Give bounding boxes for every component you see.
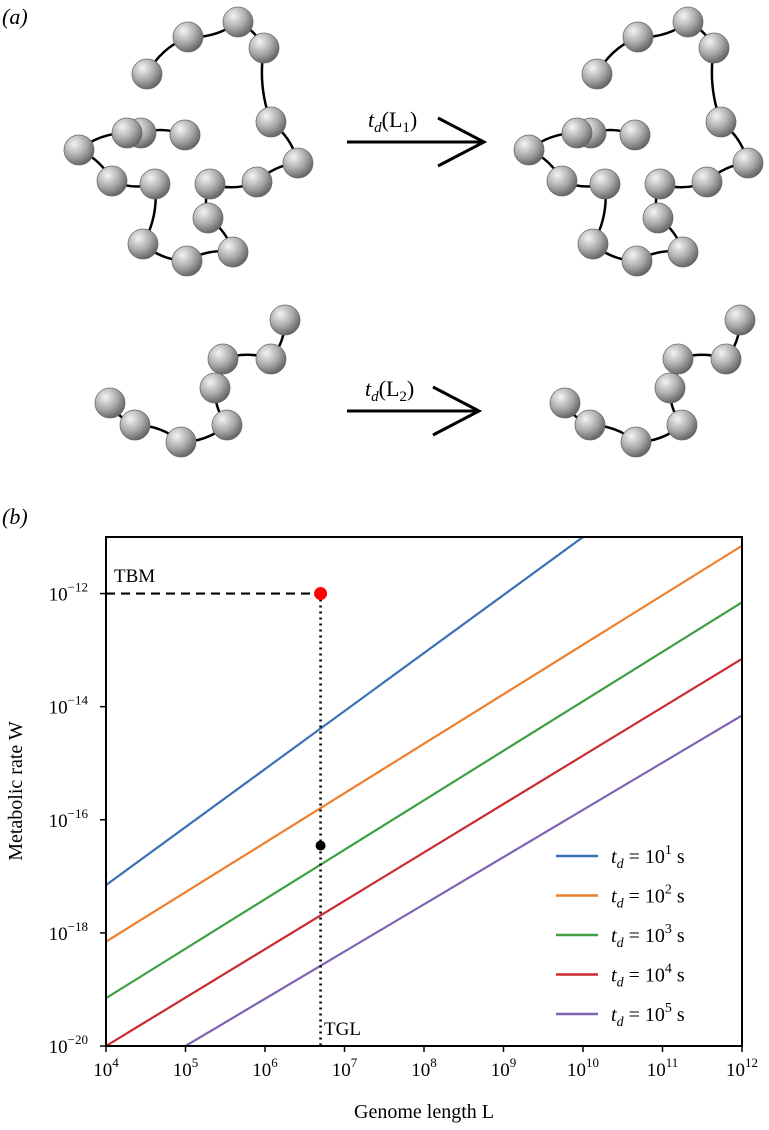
polymer-illustrations <box>63 6 764 458</box>
polymer-bead <box>574 409 606 441</box>
polymer-bead <box>667 236 699 268</box>
polymer-bead <box>139 168 171 200</box>
polymer-bead <box>513 134 545 166</box>
polymer-bead <box>222 6 254 38</box>
polymer-bead <box>119 409 151 441</box>
polymer-bead <box>207 343 239 375</box>
y-axis-ticks: 10−12 10−14 10−16 10−18 10−20 <box>49 580 106 1058</box>
polymer-bead <box>622 21 654 53</box>
polymer-bead <box>561 117 593 149</box>
y-tick-label: 10−12 <box>49 580 88 606</box>
polymer-bead <box>662 343 694 375</box>
polymer-bead <box>619 119 651 151</box>
polymer-bead <box>63 134 95 166</box>
y-axis-label: Metabolic rate W <box>5 721 27 861</box>
legend-label-2: td = 102 s <box>611 883 685 912</box>
polymer-bead <box>192 202 224 234</box>
polymer-bead <box>172 21 204 53</box>
tbm-label: TBM <box>114 566 155 587</box>
panel-a-label: (a) <box>2 4 28 29</box>
x-tick-label: 104 <box>93 1055 119 1081</box>
x-axis-ticks: 104 105 106 107 108 109 1010 1011 1012 <box>93 1046 758 1081</box>
polymer-bead <box>269 304 301 336</box>
arrow-2-label: td(L2) <box>365 376 414 405</box>
polymer-bead <box>549 387 581 419</box>
polymer-bead <box>691 166 723 198</box>
polymer-bead <box>698 32 730 64</box>
x-tick-label: 1011 <box>647 1055 679 1081</box>
polymer-bead <box>199 372 231 404</box>
polymer-bead <box>672 6 704 38</box>
x-tick-label: 1010 <box>567 1055 599 1081</box>
polymer-bead <box>194 168 226 200</box>
x-tick-label: 107 <box>332 1055 358 1081</box>
short-polymer-before <box>94 304 301 458</box>
polymer-bead <box>96 165 128 197</box>
legend-label-4: td = 104 s <box>611 962 685 991</box>
polymer-bead <box>131 58 163 90</box>
polymer-bead <box>171 245 203 277</box>
polymer-bead <box>589 168 621 200</box>
polymer-bead <box>620 426 652 458</box>
y-tick-label: 10−14 <box>49 693 89 719</box>
x-tick-label: 105 <box>173 1055 199 1081</box>
polymer-bead <box>282 147 314 179</box>
legend-label-3: td = 103 s <box>611 922 685 951</box>
polymer-bead <box>255 106 287 138</box>
long-polymer-before <box>63 6 314 277</box>
polymer-bead <box>165 426 197 458</box>
polymer-bead <box>644 168 676 200</box>
series-line-5 <box>184 714 742 1046</box>
long-polymer-after <box>513 6 764 277</box>
legend-label-1: td = 101 s <box>611 843 685 872</box>
polymer-bead <box>732 147 764 179</box>
polymer-bead <box>241 166 273 198</box>
polymer-bead <box>211 409 243 441</box>
tgl-label: TGL <box>324 1019 361 1040</box>
chart: 104 105 106 107 108 109 1010 1011 1012 10−1210−1… <box>5 536 758 1123</box>
polymer-bead <box>581 58 613 90</box>
polymer-bead <box>705 106 737 138</box>
polymer-bead <box>710 343 742 375</box>
tbm-marker <box>314 587 328 601</box>
y-tick-label: 10−18 <box>49 919 88 945</box>
legend-label-5: td = 105 s <box>611 1001 685 1030</box>
markers <box>314 587 328 851</box>
y-tick-label: 10−20 <box>49 1032 88 1058</box>
polymer-bead <box>111 117 143 149</box>
y-tick-label: 10−16 <box>49 806 89 832</box>
polymer-bead <box>642 202 674 234</box>
panel-b-label: (b) <box>2 504 28 529</box>
x-tick-label: 106 <box>252 1055 278 1081</box>
polymer-bead <box>169 119 201 151</box>
polymer-bead <box>577 228 609 260</box>
reference-lines <box>106 592 322 1046</box>
series-line-1 <box>106 537 584 886</box>
arrow-1: td(L1) <box>347 107 488 168</box>
arrow-2: td(L2) <box>347 376 483 437</box>
polymer-bead <box>654 372 686 404</box>
polymer-bead <box>217 236 249 268</box>
polymer-bead <box>621 245 653 277</box>
polymer-bead <box>248 32 280 64</box>
x-tick-label: 1012 <box>726 1055 758 1081</box>
x-tick-label: 108 <box>411 1055 437 1081</box>
x-tick-label: 109 <box>491 1055 517 1081</box>
polymer-bead <box>666 409 698 441</box>
series-lines <box>106 537 742 1046</box>
series-line-4 <box>106 657 742 1046</box>
polymer-bead <box>94 387 126 419</box>
series-line-3 <box>106 601 742 1000</box>
polymer-bead <box>724 304 756 336</box>
intersection-marker <box>315 840 326 851</box>
polymer-bead <box>127 228 159 260</box>
series-line-2 <box>106 544 742 943</box>
short-polymer-after <box>549 304 756 458</box>
arrow-1-label: td(L1) <box>368 107 417 136</box>
x-axis-label: Genome length L <box>354 1101 494 1123</box>
polymer-bead <box>255 343 287 375</box>
legend: td = 101 s td = 102 s td = 103 s td = 104 s… <box>556 843 685 1030</box>
polymer-bead <box>546 165 578 197</box>
